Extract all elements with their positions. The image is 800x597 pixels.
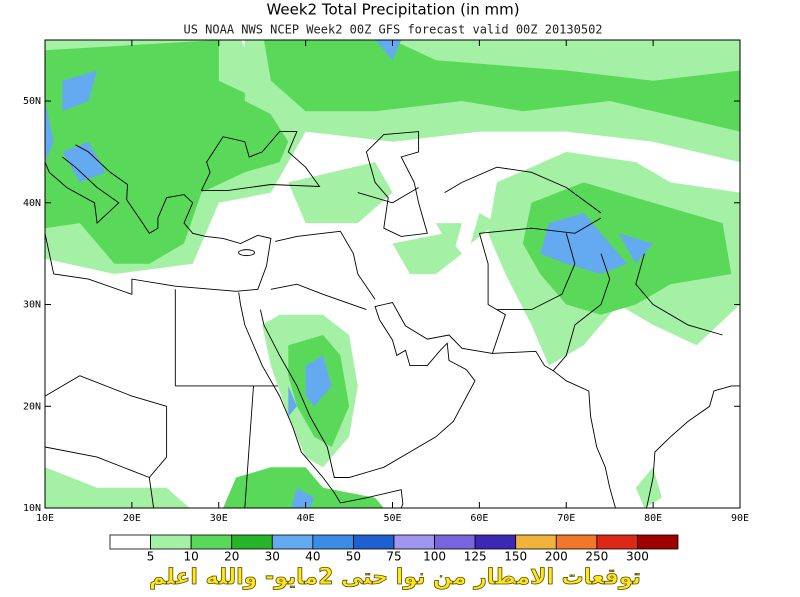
colorbar-swatch	[515, 534, 557, 550]
precip-area	[435, 223, 462, 254]
coastline	[444, 166, 602, 214]
x-tick-label: 80E	[644, 513, 662, 524]
precip-area	[392, 233, 462, 274]
colorbar-label: 100	[423, 550, 446, 564]
coastline	[259, 301, 616, 508]
y-tick-label: 30N	[23, 300, 41, 311]
subtitle: US NOAA NWS NCEP Week2 00Z GFS forecast …	[183, 23, 602, 37]
precip-area	[263, 40, 740, 132]
precip-area	[540, 213, 628, 274]
colorbar-label: 5	[147, 550, 155, 564]
precip-area	[288, 385, 297, 417]
precip-area	[291, 487, 315, 508]
precip-area	[45, 467, 190, 508]
coastline	[45, 156, 120, 225]
colorbar-label: 30	[265, 550, 280, 564]
colorbar-swatch	[353, 534, 395, 550]
coastline	[270, 283, 367, 311]
colorbar-swatch	[231, 534, 273, 550]
colorbar-swatch	[555, 534, 598, 550]
coastline	[635, 253, 723, 336]
coastline	[365, 131, 428, 237]
colorbar-label: 10	[184, 550, 199, 564]
coastline	[340, 231, 376, 300]
colorbar-label: 50	[346, 550, 361, 564]
title: Week2 Total Precipitation (in mm)	[266, 1, 519, 19]
colorbar-swatch	[474, 534, 517, 550]
x-tick-label: 90E	[731, 513, 749, 524]
colorbar-swatch	[312, 534, 354, 550]
precip-area	[223, 467, 384, 508]
coastline	[552, 253, 611, 371]
precip-area	[522, 182, 732, 315]
coastline	[478, 233, 506, 354]
precip-area	[618, 233, 654, 264]
coastline	[244, 385, 254, 508]
map-area	[45, 40, 740, 508]
x-tick-label: 10E	[36, 513, 54, 524]
precip-area	[635, 467, 662, 508]
colorbar-swatch	[109, 534, 151, 550]
colorbar-label: 200	[545, 550, 568, 564]
colorbar-swatch	[190, 534, 233, 550]
y-tick-label: 10N	[23, 503, 41, 514]
y-tick-label: 20N	[23, 401, 41, 412]
map-layer	[45, 40, 740, 508]
cyprus	[238, 249, 256, 257]
colorbar-swatch	[150, 534, 192, 550]
precip-area	[45, 101, 54, 163]
precip-area	[375, 40, 402, 61]
colorbar-label: 125	[464, 550, 487, 564]
colorbar-swatch	[271, 534, 314, 550]
precip-area	[62, 70, 98, 112]
colorbar-swatch	[393, 534, 435, 550]
coastline	[357, 187, 419, 204]
precip-area	[305, 355, 332, 407]
coastline	[646, 385, 740, 508]
x-tick-label: 60E	[470, 513, 488, 524]
coastline	[200, 131, 321, 192]
coastline	[238, 292, 404, 508]
colorbar-label: 75	[386, 550, 401, 564]
colorbar-swatch	[434, 534, 476, 550]
coastline	[496, 233, 576, 311]
colorbar-swatch	[596, 534, 638, 550]
x-tick-label: 50E	[383, 513, 401, 524]
caption: توقعات الامطار من نوا حتى 2مايو- والله ا…	[149, 565, 641, 590]
coastline	[45, 446, 150, 478]
colorbar-swatch	[637, 534, 679, 550]
colorbar-label: 250	[585, 550, 608, 564]
colorbar-label: 150	[504, 550, 527, 564]
precip-area	[470, 213, 497, 244]
x-tick-label: 20E	[123, 513, 141, 524]
x-tick-label: 40E	[297, 513, 315, 524]
x-tick-label: 70E	[557, 513, 575, 524]
y-tick-label: 40N	[23, 198, 41, 209]
x-tick-label: 30E	[210, 513, 228, 524]
coastline	[45, 144, 272, 295]
coastline	[45, 375, 167, 407]
coastline	[148, 406, 168, 508]
precip-area	[45, 40, 289, 264]
colorbar-label: 20	[224, 550, 239, 564]
colorbar-label: 300	[626, 550, 649, 564]
coastline	[275, 230, 341, 242]
colorbar-label: 40	[305, 550, 320, 564]
precip-area	[62, 141, 106, 183]
coastline	[479, 217, 602, 234]
y-tick-label: 50N	[23, 96, 41, 107]
precip-area	[288, 162, 393, 224]
